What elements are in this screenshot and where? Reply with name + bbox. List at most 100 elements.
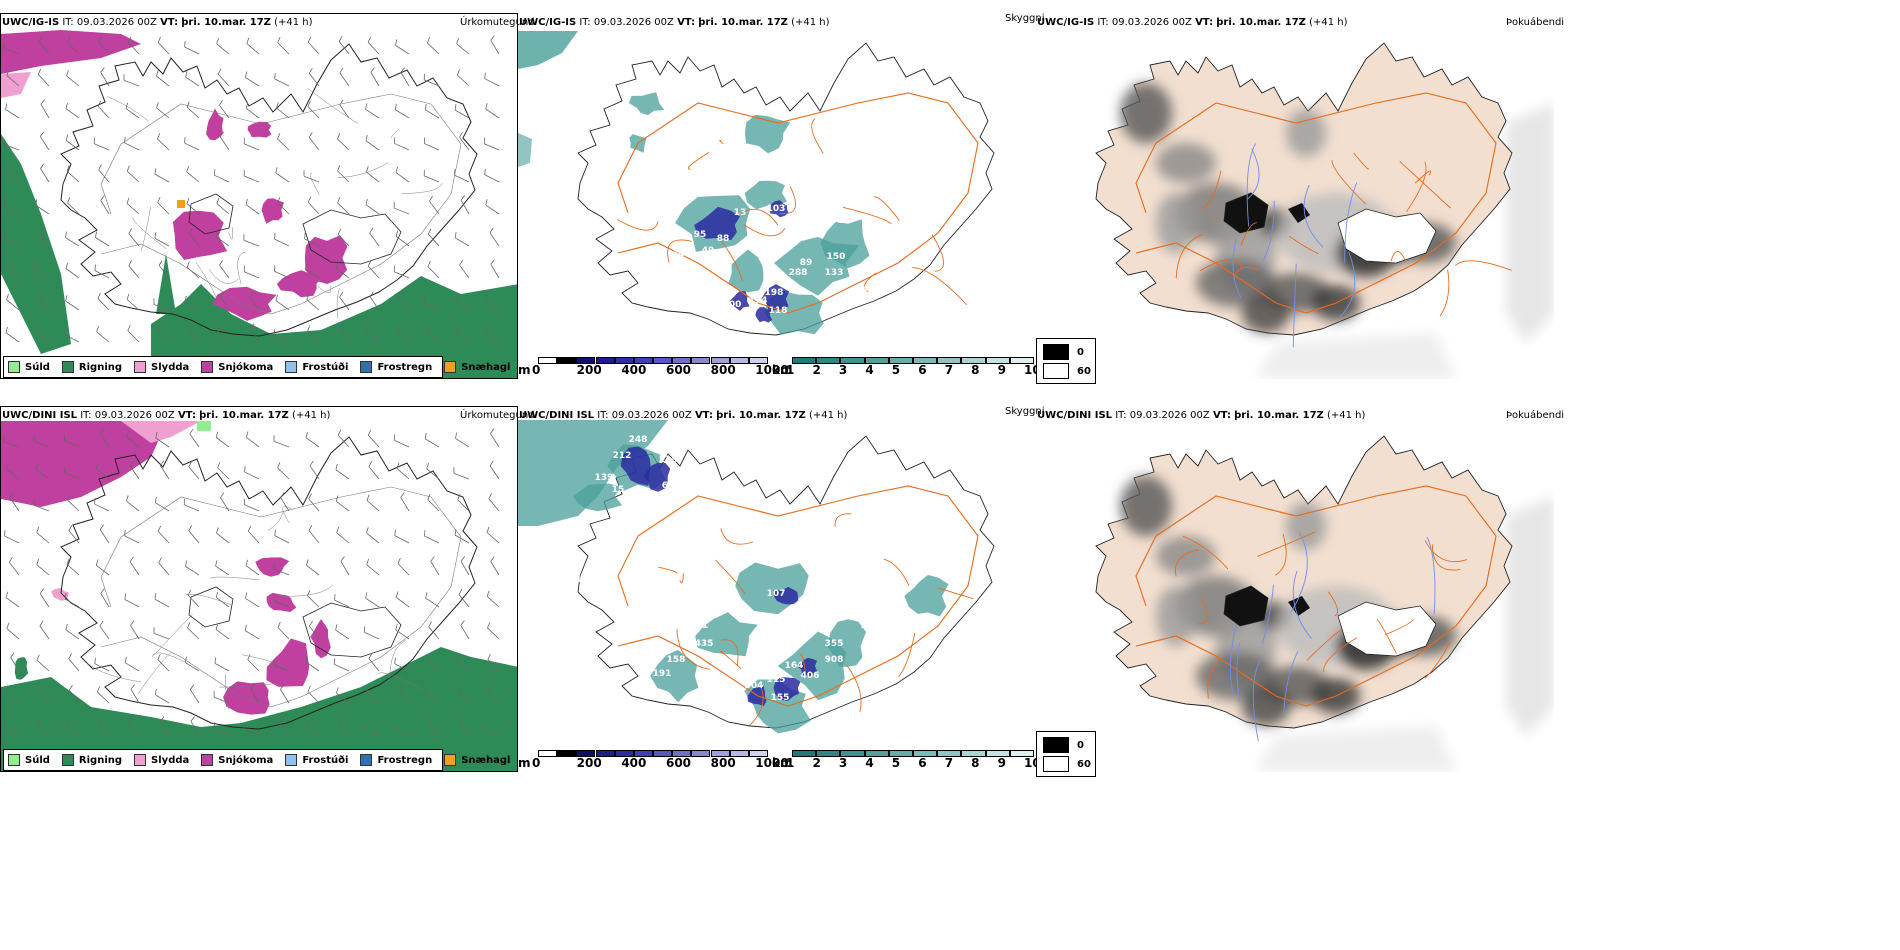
fog-map-top	[1095, 42, 1554, 379]
colorbar-tick-label: 5	[891, 363, 901, 377]
colorbar-tick-label: 200	[576, 756, 602, 770]
colorbar-segment	[864, 750, 889, 757]
lakes-rivers	[1229, 532, 1436, 742]
road-network	[1135, 485, 1497, 707]
precip-panel-bottom: Súld Rigning Slydda Snjókoma Frostúði Frostre…	[0, 406, 518, 772]
vis-km-colorbar-top: km 1 2 3 4 5 6 7 8 9 10	[772, 357, 1041, 379]
visibility-value-label: 69	[672, 251, 685, 261]
colorbar-tick-label: 6	[918, 756, 927, 770]
visibility-value-label: 11	[632, 505, 645, 515]
colorbar-segment	[1009, 750, 1034, 757]
colorbar-tick-label: 2	[812, 363, 821, 377]
colorbar-segment	[816, 357, 841, 364]
very-low-visibility-area	[694, 206, 740, 241]
colorbar-segment	[985, 357, 1010, 364]
model-name: UWC/IG-IS	[2, 17, 60, 28]
visibility-value-label: 150	[827, 252, 846, 262]
legend-swatch	[285, 361, 298, 373]
legend-swatch	[8, 361, 20, 373]
colorbar-segment	[961, 750, 986, 757]
legend-swatch	[201, 361, 214, 373]
visibility-value-label: 365	[855, 286, 874, 296]
visibility-value-label: 406	[801, 671, 820, 681]
colorbar-tick-label: 5	[891, 756, 901, 770]
visibility-value-label: 88	[717, 234, 730, 244]
very-low-visibility-area	[729, 290, 750, 311]
header-bottom-vis: UWC/DINI ISL IT: 09.03.2026 00Z VT: þri.…	[519, 410, 848, 421]
visibility-value-label: 304	[745, 681, 764, 691]
low-visibility-area	[628, 92, 665, 116]
colorbar-segment	[691, 750, 711, 757]
visibility-value-label: 198	[765, 288, 784, 298]
precip-map-top	[1, 30, 517, 378]
panel-title-precip-bottom: Úrkomutegund	[460, 410, 535, 421]
very-low-visibility-area	[769, 200, 789, 218]
colorbar-segment	[710, 357, 730, 364]
very-low-visibility-area	[797, 657, 818, 677]
very-low-visibility-area	[773, 677, 801, 701]
glacier	[1337, 601, 1437, 657]
colorbar-tick-label: 8	[971, 363, 980, 377]
visibility-value-label: 288	[789, 268, 808, 278]
low-visibility-area	[650, 649, 699, 703]
visibility-value-label: 119	[627, 46, 646, 56]
precip-panel-top: Súld Rigning Slydda Snjókoma Frostúði Frostre…	[0, 13, 518, 379]
legend-swatch	[360, 754, 373, 766]
low-visibility-area	[572, 483, 623, 512]
legend-label: Rigning	[78, 361, 123, 373]
fog-panel-top	[1036, 13, 1554, 379]
legend-item: Súld	[8, 754, 50, 766]
colorbar-segment	[792, 750, 817, 757]
panel-title-fog-bottom: Þokuábendi	[1506, 410, 1565, 421]
fog-white-swatch	[1043, 363, 1069, 379]
colorbar-segment	[538, 750, 558, 757]
panel-title-fog-top: Þokuábendi	[1506, 17, 1565, 28]
legend-item: Súld	[8, 361, 50, 373]
colorbar-segment	[961, 357, 986, 364]
colorbar-segment	[748, 357, 768, 364]
visibility-value-label: 212	[613, 451, 632, 461]
colorbar-tick-label: 9	[997, 363, 1006, 377]
visibility-value-label: 591	[825, 216, 844, 226]
legend-label: Snjókoma	[218, 754, 274, 766]
visibility-value-label: 976	[743, 669, 762, 679]
low-visibility-area	[728, 249, 764, 293]
road-network	[86, 486, 462, 710]
colorbar-segment	[672, 357, 692, 364]
snow-area	[1, 421, 161, 507]
visibility-value-label: 158	[667, 655, 686, 665]
colorbar-tick-label: 0	[532, 363, 541, 377]
legend-swatch	[360, 361, 373, 373]
glacier	[1337, 208, 1437, 264]
header-top-precip: UWC/IG-IS IT: 09.03.2026 00Z VT: þri. 10…	[2, 17, 313, 28]
colorbar-segment	[729, 357, 749, 364]
colorbar-tick-label: 800	[710, 756, 736, 770]
vis-m-colorbar-bottom: m 0 200 400 600 800 1000	[518, 750, 789, 772]
colorbar-tick-label: 2	[812, 756, 821, 770]
road-network	[617, 485, 979, 726]
very-low-visibility-area	[747, 686, 767, 706]
visibility-value-label: 236	[861, 621, 880, 631]
colorbar-segment	[633, 750, 653, 757]
sleet-area	[51, 588, 69, 601]
legend-swatch	[8, 754, 20, 766]
legend-item: Frostregn	[360, 754, 432, 766]
colorbar-segment	[576, 750, 596, 757]
visibility-value-label: 174	[749, 296, 768, 306]
legend-item: Snæhagl	[444, 754, 510, 766]
colorbar-tick-label: 0	[532, 756, 541, 770]
precip-legend-bottom: Súld Rigning Slydda Snjókoma Frostúði Frostre…	[3, 749, 510, 771]
visibility-value-label: 49	[702, 246, 715, 256]
colorbar-unit: km	[772, 756, 793, 770]
fog-panel-bottom	[1036, 406, 1554, 772]
legend-item: Slydda	[134, 754, 189, 766]
fog-legend-bottom: 0 60	[1036, 731, 1096, 777]
colorbar-segment	[614, 750, 634, 757]
legend-item: Frostúði	[285, 754, 348, 766]
colorbar-tick-label: 1	[786, 363, 795, 377]
visibility-value-label: 42	[676, 271, 689, 281]
low-visibility-area	[744, 114, 791, 154]
colorbar-unit: km	[772, 363, 793, 377]
colorbar-segment	[985, 750, 1010, 757]
colorbar-segment	[937, 750, 962, 757]
